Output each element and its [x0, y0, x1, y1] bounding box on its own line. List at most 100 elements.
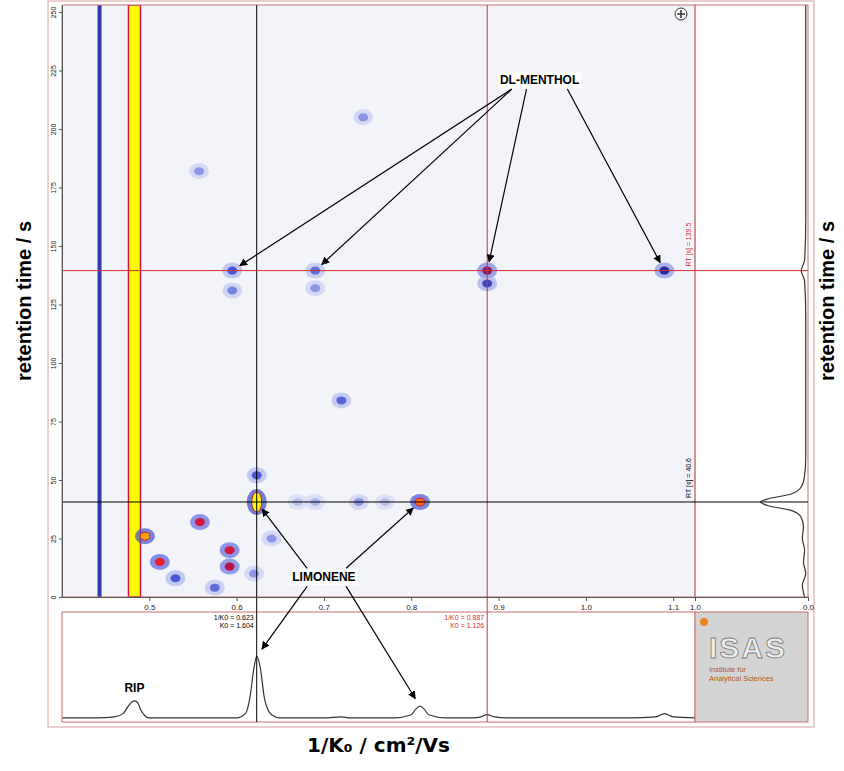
tick: 125 — [50, 299, 62, 311]
logo: ISASInstitute forAnalytical Sciences — [695, 612, 808, 722]
annotation-label: RIP — [124, 681, 144, 695]
tick-label: 0.5 — [144, 603, 156, 612]
logo-dot — [700, 618, 708, 626]
cursor-sublabel: K0 = 1.126 — [450, 622, 484, 629]
cursor-label: RT [s] = 40.6 — [685, 458, 693, 498]
tick: 225 — [50, 65, 62, 77]
peak-halo — [222, 282, 242, 298]
chromatogram-x-axis: 1.0 0.0 — [690, 597, 815, 612]
peak — [155, 558, 165, 566]
logo-caption: Analytical Sciences — [709, 674, 774, 683]
cursor-line — [62, 270, 808, 271]
annotation-arrow — [346, 508, 413, 568]
icon-circle — [675, 8, 687, 20]
peak-halo — [305, 280, 325, 296]
heatmap-marks — [98, 5, 675, 597]
annotation-arrow — [322, 89, 512, 264]
x-axis: 0.5 0.6 0.7 0.8 0.9 1.0 1.1 — [63, 597, 696, 612]
tick: 0.0 — [803, 597, 815, 612]
tick-mark — [324, 597, 325, 601]
tick-label: 0.7 — [319, 603, 331, 612]
x-axis-title: 1/K₀ / cm²/Vs — [307, 733, 450, 757]
axis-line — [62, 6, 63, 598]
tick-mark — [499, 597, 500, 601]
tick: 0.9 — [493, 597, 505, 612]
logo-background — [695, 612, 808, 722]
peak-halo — [244, 566, 264, 582]
axis-line — [696, 597, 809, 598]
cursor-label: 1/K0 = 0.887 — [444, 614, 484, 621]
tick-label: 200 — [50, 124, 57, 136]
tick-mark — [59, 480, 62, 481]
tick: 175 — [50, 182, 62, 194]
tick-label: 100 — [50, 358, 57, 370]
peak-halo — [331, 392, 351, 408]
peak — [171, 574, 181, 582]
tick-mark — [411, 597, 412, 601]
tick-mark — [59, 539, 62, 540]
cursor-line — [62, 501, 808, 502]
logo-name: ISAS — [709, 631, 787, 664]
panel-frame — [62, 612, 695, 722]
peak — [336, 396, 346, 404]
tick-label: 1.0 — [581, 603, 593, 612]
spectrum-line — [62, 656, 695, 717]
tick: 0.8 — [406, 597, 418, 612]
tick-mark — [237, 597, 238, 601]
tick-mark — [59, 188, 62, 189]
peak — [225, 563, 235, 571]
annotation-arrow — [240, 89, 512, 266]
tick: 1.0 — [581, 597, 593, 612]
annotation: DL-MENTHOL — [498, 72, 581, 88]
label-patch — [498, 72, 581, 88]
tick-label: 75 — [50, 418, 57, 426]
tick-mark — [673, 597, 674, 601]
tick: 200 — [50, 124, 62, 136]
y-axis-title: retention time / s — [13, 221, 35, 381]
peak — [310, 284, 320, 292]
tick: 150 — [50, 241, 62, 253]
tick-mark — [149, 597, 150, 601]
tick-mark — [59, 71, 62, 72]
tick: 75 — [50, 418, 62, 426]
heatmap-background — [62, 5, 695, 597]
peak-halo — [353, 109, 373, 125]
peak-halo — [135, 528, 155, 544]
peak-halo — [150, 554, 170, 570]
y-axis-title-right: retention time / s — [816, 221, 838, 381]
peak — [358, 113, 368, 121]
tick: 0 — [50, 595, 62, 599]
zoom-icon — [675, 8, 687, 20]
tick-label: 1.0 — [690, 603, 702, 612]
spectrum-background — [62, 612, 695, 722]
annotation-arrow — [567, 89, 660, 263]
cursor-label: 1/K0 = 0.623 — [214, 614, 254, 621]
peak — [210, 584, 220, 592]
y-axis: 0255075100125150175200225250 — [50, 6, 63, 600]
icon-cross — [677, 10, 685, 18]
peak — [195, 518, 205, 526]
peak-halo — [190, 514, 210, 530]
tick: 0.7 — [319, 597, 331, 612]
annotation: LIMONENE — [290, 569, 357, 585]
peak — [267, 535, 277, 543]
tick-label: 175 — [50, 182, 57, 194]
tick: 1.1 — [668, 597, 680, 612]
tick-label: 225 — [50, 65, 57, 77]
peak — [227, 286, 237, 294]
peak-halo — [220, 542, 240, 558]
tick-mark — [59, 12, 62, 13]
tick-label: 0.0 — [803, 603, 815, 612]
tick-label: 50 — [50, 477, 57, 485]
annotation-arrow — [262, 509, 307, 568]
peak — [140, 532, 150, 540]
tick: 25 — [50, 535, 62, 543]
tick-label: 25 — [50, 535, 57, 543]
tick: 50 — [50, 477, 62, 485]
tick-mark — [59, 363, 62, 364]
tick: 0.6 — [232, 597, 244, 612]
tick-mark — [59, 246, 62, 247]
cursor-label: RT [s] = 139.5 — [685, 223, 693, 267]
peak — [249, 570, 259, 578]
tick-label: 125 — [50, 299, 57, 311]
